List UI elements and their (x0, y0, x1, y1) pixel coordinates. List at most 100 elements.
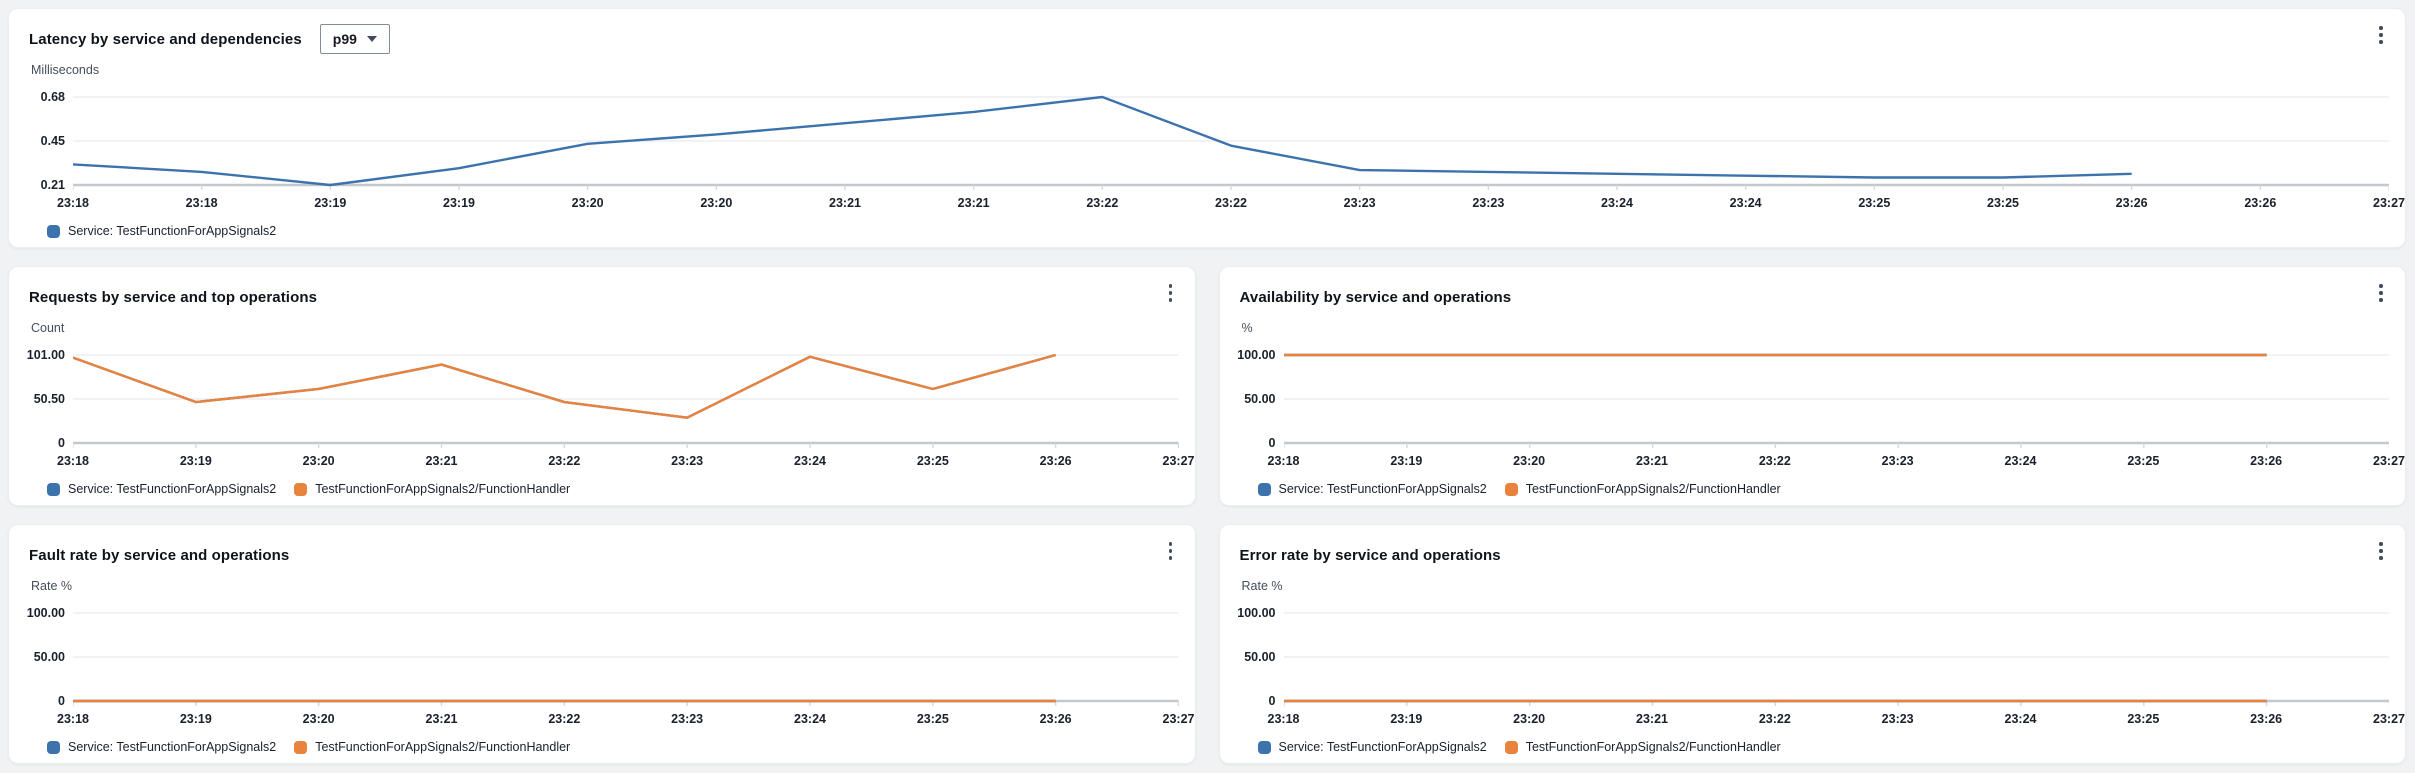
fault-rate-panel-header: Fault rate by service and operations (9, 525, 1195, 571)
panel-title: Error rate by service and operations (1239, 546, 1501, 564)
y-tick-label: 50.00 (1244, 392, 1276, 406)
legend-item[interactable]: Service: TestFunctionForAppSignals2 (47, 224, 276, 238)
legend-item[interactable]: Service: TestFunctionForAppSignals2 (47, 482, 276, 496)
legend-color-chip (47, 482, 60, 496)
legend-color-chip (47, 740, 60, 754)
x-axis-tick-labels: 23:18 23:19 23:20 23:21 23:22 23:23 23:24 23:25… (1268, 712, 2405, 730)
x-tick-label: 23:23 (1343, 196, 1376, 210)
legend-color-chip (294, 740, 308, 754)
latency-panel-header: Latency by service and dependencies p99 (9, 9, 2405, 55)
y-axis-unit-label: Milliseconds (31, 63, 100, 77)
requests-panel: Requests by service and top operations C… (8, 266, 1196, 506)
percentile-dropdown[interactable]: p99 (319, 24, 390, 54)
x-tick-label: 23:20 (1513, 454, 1546, 468)
x-tick-label: 23:21 (1636, 712, 1668, 726)
error-rate-chart[interactable]: 100.00 50.00 0 23:18 23:19 23:20 23:21 23:22 23:… (1237, 606, 2405, 730)
y-tick-label: 0.45 (40, 134, 65, 148)
chart-plot-area[interactable]: 23:18 23:19 23:20 23:21 23:22 23:23 23:24 23:25… (57, 352, 1194, 472)
latency-line-chart (73, 94, 2389, 191)
chart-plot-area[interactable]: 23:18 23:19 23:20 23:21 23:22 23:23 23:24 23:25… (57, 610, 1194, 730)
latency-panel: Latency by service and dependencies p99 … (8, 8, 2406, 248)
x-tick-label: 23:26 (2250, 454, 2283, 468)
legend-item[interactable]: TestFunctionForAppSignals2/FunctionHandl… (294, 482, 570, 496)
x-tick-label: 23:26 (1039, 454, 1072, 468)
legend-item[interactable]: TestFunctionForAppSignals2/FunctionHandl… (1504, 740, 1781, 754)
y-tick-label: 101.00 (26, 348, 65, 362)
y-axis-tick-labels: 100.00 50.00 0 (27, 606, 73, 730)
kebab-menu-icon (1168, 284, 1173, 288)
legend-item[interactable]: TestFunctionForAppSignals2/FunctionHandl… (294, 740, 570, 754)
y-axis-tick-labels: 0.68 0.45 0.21 (29, 90, 73, 214)
fault-rate-line-chart (73, 610, 1179, 707)
series-line-blue (73, 355, 1056, 418)
y-axis-unit-label: Count (31, 321, 65, 335)
x-tick-label: 23:25 (916, 712, 949, 726)
legend-label: Service: TestFunctionForAppSignals2 (68, 224, 277, 238)
x-tick-label: 23:21 (425, 712, 458, 726)
x-tick-label: 23:23 (1881, 454, 1914, 468)
latency-legend: Service: TestFunctionForAppSignals2 (47, 224, 276, 238)
legend-item[interactable]: TestFunctionForAppSignals2/FunctionHandl… (1504, 482, 1781, 496)
x-tick-label: 23:20 (302, 454, 335, 468)
panel-menu-button[interactable] (1159, 278, 1183, 308)
chart-plot-area[interactable]: 23:18 23:19 23:20 23:21 23:22 23:23 23:24 23:25… (1268, 610, 2405, 730)
x-tick-label: 23:19 (179, 454, 212, 468)
legend-item[interactable]: Service: TestFunctionForAppSignals2 (47, 740, 276, 754)
x-tick-label: 23:26 (2250, 712, 2283, 726)
x-tick-label: 23:24 (2004, 712, 2037, 726)
fault-rate-panel: Fault rate by service and operations Rat… (8, 524, 1196, 764)
x-tick-label: 23:18 (57, 196, 89, 210)
availability-chart[interactable]: 100.00 50.00 0 23:18 23:19 23:20 23:21 23:22 23:… (1237, 348, 2405, 472)
legend-label: TestFunctionForAppSignals2/FunctionHandl… (315, 482, 571, 496)
panel-menu-button[interactable] (2369, 20, 2393, 50)
x-tick-label: 23:25 (1858, 196, 1891, 210)
x-tick-label: 23:27 (2373, 454, 2405, 468)
x-tick-label: 23:21 (425, 454, 458, 468)
x-tick-label: 23:27 (2373, 196, 2405, 210)
chevron-down-icon (366, 36, 377, 42)
legend-color-chip (47, 224, 60, 238)
panel-menu-button[interactable] (1159, 536, 1183, 566)
x-tick-label: 23:18 (185, 196, 218, 210)
x-tick-label: 23:22 (548, 454, 581, 468)
availability-line-chart (1284, 352, 2390, 449)
y-tick-label: 0 (1268, 436, 1276, 450)
x-tick-label: 23:26 (1039, 712, 1072, 726)
panel-menu-button[interactable] (2369, 536, 2393, 566)
availability-panel: Availability by service and operations %… (1218, 266, 2406, 506)
x-tick-label: 23:24 (794, 454, 826, 468)
kebab-menu-icon (1168, 542, 1173, 546)
latency-chart[interactable]: 0.68 0.45 0.21 23:18 23:18 23:19 23:19 23:20 23:… (29, 90, 2405, 214)
x-tick-label: 23:24 (2004, 454, 2037, 468)
x-tick-label: 23:18 (57, 712, 89, 726)
middle-row: Requests by service and top operations C… (8, 266, 2406, 506)
legend-color-chip (1257, 740, 1271, 754)
legend-item[interactable]: Service: TestFunctionForAppSignals2 (1257, 482, 1487, 496)
y-axis-unit-label: Rate % (1241, 579, 1283, 593)
legend-item[interactable]: Service: TestFunctionForAppSignals2 (1257, 740, 1487, 754)
y-tick-label: 0 (1268, 694, 1276, 708)
x-tick-label: 23:19 (314, 196, 347, 210)
y-tick-label: 100.00 (1237, 348, 1276, 362)
x-tick-label: 23:23 (671, 454, 704, 468)
legend-color-chip (1504, 740, 1518, 754)
requests-chart[interactable]: 101.00 50.50 0 23:18 23:19 23:20 23:21 23:22 23:… (27, 348, 1195, 472)
kebab-menu-icon (2379, 26, 2383, 30)
legend-label: TestFunctionForAppSignals2/FunctionHandl… (1525, 740, 1781, 754)
fault-rate-legend: Service: TestFunctionForAppSignals2 TestF… (47, 740, 570, 754)
panel-menu-button[interactable] (2369, 278, 2393, 308)
percentile-dropdown-value: p99 (332, 31, 357, 47)
chart-plot-area[interactable]: 23:18 23:19 23:20 23:21 23:22 23:23 23:24 23:25… (1268, 352, 2405, 472)
y-tick-label: 100.00 (26, 606, 65, 620)
y-tick-label: 50.50 (33, 392, 65, 406)
kebab-menu-icon (2379, 542, 2383, 546)
x-tick-label: 23:25 (916, 454, 949, 468)
fault-rate-chart[interactable]: 100.00 50.00 0 23:18 23:19 23:20 23:21 23:22 23:… (27, 606, 1195, 730)
x-axis-tick-labels: 23:18 23:19 23:20 23:21 23:22 23:23 23:24 23:25… (57, 712, 1194, 730)
panel-title: Availability by service and operations (1239, 288, 1512, 306)
y-tick-label: 100.00 (1237, 606, 1276, 620)
x-tick-label: 23:22 (548, 712, 581, 726)
y-tick-label: 0 (58, 694, 65, 708)
chart-plot-area[interactable]: 23:18 23:18 23:19 23:19 23:20 23:20 23:21 23:21… (57, 94, 2405, 214)
